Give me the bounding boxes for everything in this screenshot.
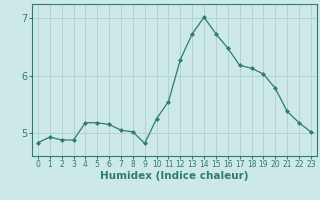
X-axis label: Humidex (Indice chaleur): Humidex (Indice chaleur) <box>100 171 249 181</box>
